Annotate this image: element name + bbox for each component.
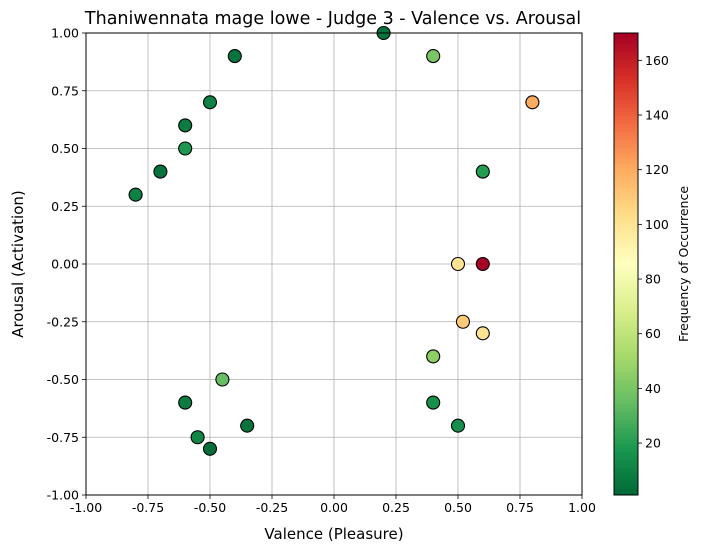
data-point [475,326,490,341]
data-point [178,395,193,410]
data-point [202,95,218,110]
data-point [525,95,540,110]
colorbar-tick-label: 100 [645,217,669,232]
data-point [178,118,193,133]
data-point [426,395,441,410]
data-point [450,256,466,272]
x-tick-label: 1.00 [568,500,596,515]
x-axis: -1.00 -0.75 -0.50 -0.25 0.00 0.25 0.50 0.75 1.00 [70,495,596,515]
y-tick-label: 0.75 [51,83,79,98]
y-tick-label: 0.00 [51,257,79,272]
data-point [455,314,471,329]
data-point [178,141,193,156]
colorbar [613,32,639,496]
grid [85,32,583,496]
data-point [190,430,205,445]
data-point [215,372,230,387]
x-tick-label: 0.25 [382,500,410,515]
data-point [426,349,441,364]
data-point [450,418,466,433]
colorbar-tick-label: 40 [645,381,661,396]
y-axis: -1.00 -0.75 -0.50 -0.25 0.00 0.25 0.50 0.75 1.00 [47,26,86,503]
data-point [426,49,441,64]
data-point [475,256,490,272]
y-tick-label: -0.25 [47,314,79,329]
x-tick-label: 0.50 [444,500,472,515]
colorbar-axis: 20 40 60 80 100 120 140 160 [638,53,669,451]
points [128,25,540,456]
x-axis-label: Valence (Pleasure) [264,525,403,543]
data-point [227,49,242,64]
y-axis-label: Arousal (Activation) [9,190,27,338]
x-tick-label: 0.00 [320,500,348,515]
y-tick-label: -0.50 [47,372,79,387]
colorbar-tick-label: 20 [645,436,661,451]
x-tick-label: -0.50 [194,500,226,515]
x-tick-label: 0.75 [506,500,534,515]
colorbar-label: Frequency of Occurrence [676,186,691,342]
x-tick-label: -0.25 [256,500,288,515]
y-tick-label: 0.50 [51,141,79,156]
data-point [475,164,490,179]
chart-title: Thaniwennata mage lowe - Judge 3 - Valen… [84,9,581,29]
x-tick-label: -1.00 [70,500,102,515]
data-point [128,187,143,202]
y-tick-label: 1.00 [51,26,79,41]
y-tick-label: 0.25 [51,199,79,214]
y-tick-label: -1.00 [47,488,79,503]
data-point [202,441,218,456]
x-tick-label: -0.75 [132,500,164,515]
colorbar-tick-label: 60 [645,326,661,341]
data-point [240,418,255,433]
colorbar-tick-label: 120 [645,162,669,177]
colorbar-tick-label: 140 [645,108,669,123]
colorbar-tick-label: 80 [645,272,661,287]
colorbar-tick-label: 160 [645,53,669,68]
y-tick-label: -0.75 [47,430,79,445]
data-point [153,164,168,179]
